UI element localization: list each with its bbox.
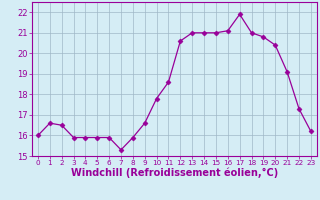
X-axis label: Windchill (Refroidissement éolien,°C): Windchill (Refroidissement éolien,°C) <box>71 168 278 178</box>
